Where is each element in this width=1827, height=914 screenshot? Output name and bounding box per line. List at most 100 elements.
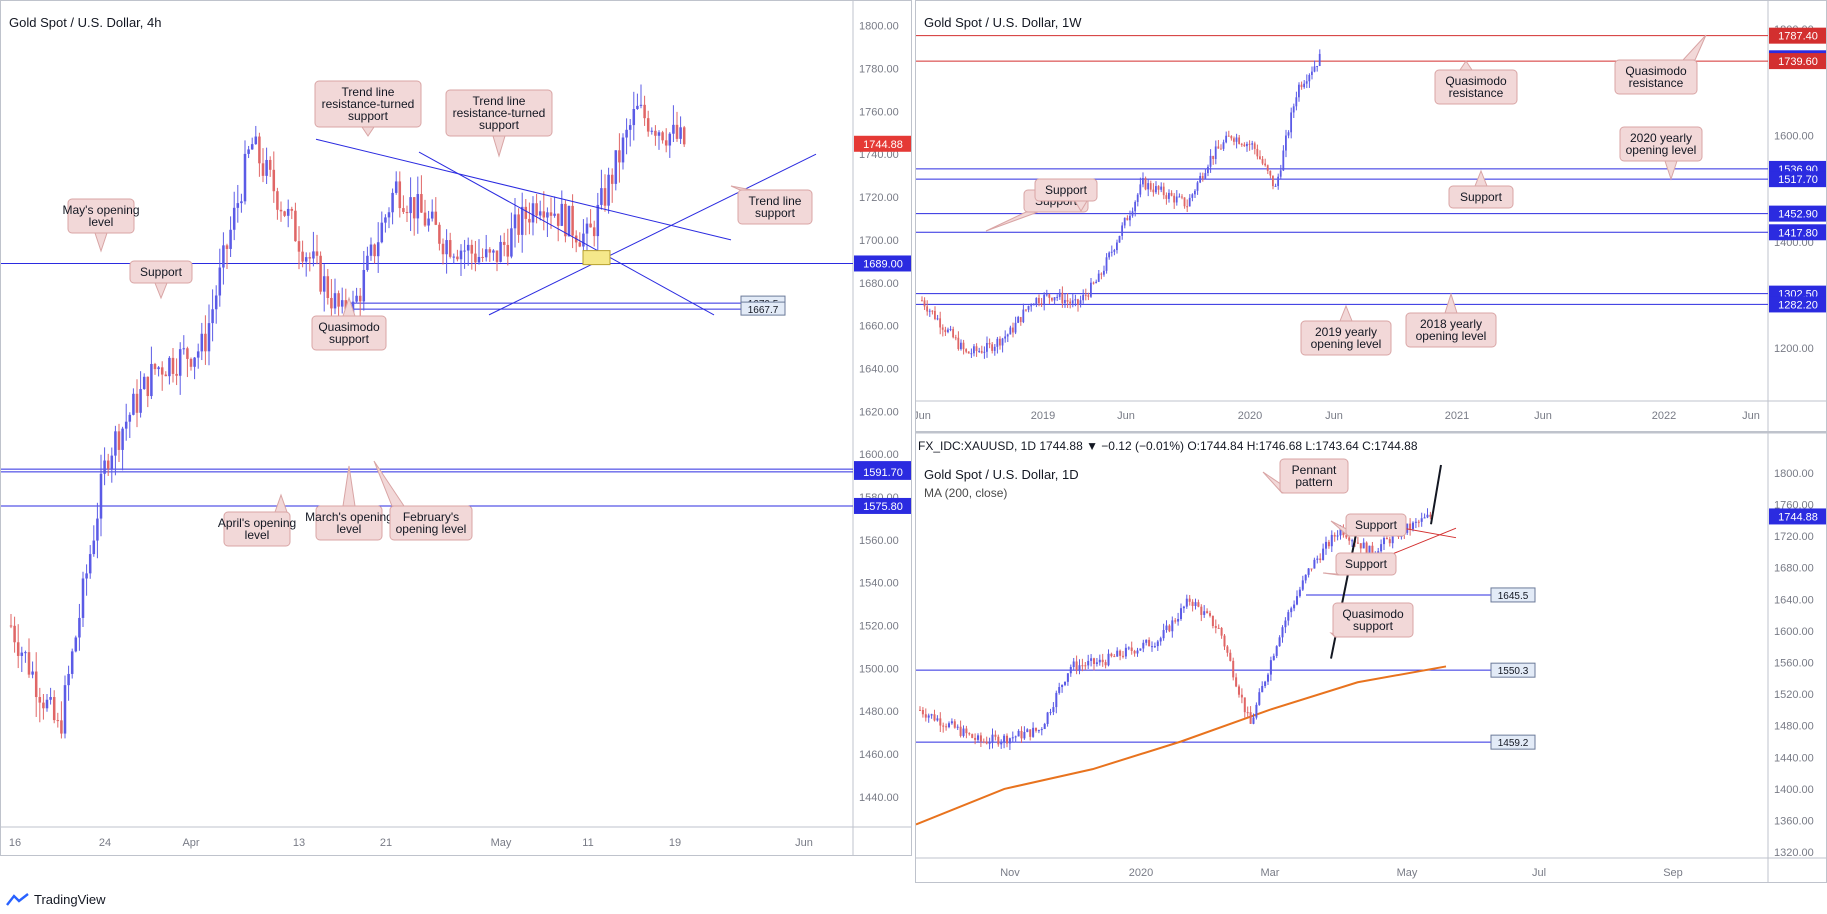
candle-body bbox=[1365, 542, 1368, 555]
candle-body bbox=[1095, 662, 1098, 664]
candle-body bbox=[402, 208, 405, 212]
level-price-tag bbox=[854, 255, 911, 272]
candle-body bbox=[214, 295, 218, 310]
candle-body bbox=[1214, 146, 1217, 159]
x-tick-label: Mar bbox=[1261, 867, 1280, 879]
candle-body bbox=[592, 227, 596, 237]
candle-body bbox=[1336, 535, 1339, 537]
chart-panel-1w[interactable]: 1800.001780.001600.001400.001200.00Jun20… bbox=[915, 0, 1827, 432]
candle-body bbox=[1259, 156, 1261, 159]
chart-panel-1d[interactable]: FX_IDC:XAUUSD, 1D 1744.88 ▼ −0.12 (−0.01… bbox=[915, 432, 1827, 883]
candle-body bbox=[1304, 574, 1307, 581]
chart-1w[interactable]: 1800.001780.001600.001400.001200.00Jun20… bbox=[916, 1, 1827, 432]
annotation-callout: Support bbox=[1330, 513, 1407, 537]
candle-body bbox=[128, 414, 132, 422]
candle-body bbox=[983, 351, 986, 353]
candle-body bbox=[1159, 638, 1162, 642]
candle-body bbox=[1238, 137, 1241, 144]
candle-body bbox=[1121, 225, 1124, 236]
candle-body bbox=[1351, 540, 1354, 542]
candle-body bbox=[528, 218, 531, 223]
candle-body bbox=[1121, 655, 1125, 657]
callout-text: Trend line support bbox=[749, 194, 802, 220]
candle-body bbox=[1240, 694, 1243, 698]
candle-body bbox=[1199, 176, 1202, 183]
candle-body bbox=[1290, 608, 1293, 613]
candle-body bbox=[261, 163, 265, 176]
candle-body bbox=[1035, 297, 1038, 305]
candle-body bbox=[168, 357, 171, 377]
annotation-callout: March's opening level bbox=[305, 465, 393, 541]
candle-body bbox=[448, 240, 452, 257]
y-tick-label: 1520.00 bbox=[1774, 689, 1814, 701]
candle-body bbox=[1075, 661, 1078, 670]
candle-body bbox=[63, 685, 67, 734]
candle-body bbox=[1023, 732, 1026, 739]
candle-body bbox=[1107, 653, 1110, 666]
candle-body bbox=[1293, 604, 1296, 609]
candle-body bbox=[939, 318, 942, 328]
level-label: 1550.3 bbox=[1498, 666, 1529, 677]
candle-body bbox=[178, 349, 182, 376]
candle-body bbox=[1027, 306, 1030, 310]
candle-body bbox=[549, 212, 553, 216]
callout-pointer bbox=[730, 185, 753, 191]
candle-body bbox=[1179, 608, 1183, 620]
tradingview-brand[interactable]: TradingView bbox=[6, 892, 106, 907]
chart-1d[interactable]: FX_IDC:XAUUSD, 1D 1744.88 ▼ −0.12 (−0.01… bbox=[916, 433, 1827, 883]
candle-body bbox=[1155, 186, 1157, 193]
candle-body bbox=[1066, 299, 1069, 302]
candle-body bbox=[441, 243, 445, 255]
candle-body bbox=[99, 473, 103, 519]
callout-line: support bbox=[1353, 619, 1394, 633]
candle-body bbox=[621, 137, 625, 163]
candle-body bbox=[193, 357, 196, 367]
candle-body bbox=[1194, 602, 1197, 606]
callout-box bbox=[1034, 178, 1098, 202]
callout-text: 2020 yearly opening level bbox=[1626, 131, 1697, 157]
y-tick-label: 1520.00 bbox=[859, 620, 899, 632]
flagpole-arrow bbox=[1330, 524, 1359, 659]
callout-line: resistance-turned bbox=[453, 106, 546, 120]
annotation-callout: 2019 yearly opening level bbox=[1300, 304, 1392, 356]
level-price-label: 1452.90 bbox=[1778, 209, 1818, 221]
candle-body bbox=[1126, 217, 1129, 221]
x-tick-label: 24 bbox=[99, 837, 111, 849]
x-tick-label: 2020 bbox=[1238, 410, 1262, 422]
candle-body bbox=[928, 310, 931, 312]
candle-body bbox=[1183, 197, 1186, 207]
chart-4h[interactable]: 1800.00 1780.00 1760.00 1740.00 1720.00 1700.… bbox=[1, 1, 912, 856]
candle-body bbox=[67, 673, 70, 686]
callout-line: April's opening bbox=[218, 516, 296, 530]
callout-text: May's opening level bbox=[62, 203, 139, 229]
candle-body bbox=[1301, 580, 1304, 590]
candle-body bbox=[1356, 542, 1359, 544]
candle-body bbox=[535, 203, 538, 216]
candle-body bbox=[150, 363, 153, 397]
x-tick-label: 21 bbox=[380, 837, 392, 849]
candle-body bbox=[973, 346, 975, 354]
candle-body bbox=[1255, 704, 1258, 718]
candle-body bbox=[1256, 148, 1259, 157]
breakout-arrow bbox=[1430, 464, 1442, 525]
candle-body bbox=[1136, 650, 1139, 654]
candle-body bbox=[944, 329, 947, 333]
callout-pointer bbox=[1474, 169, 1488, 187]
candle-body bbox=[1142, 642, 1145, 649]
trend-line bbox=[315, 138, 732, 241]
candle-body bbox=[538, 211, 542, 216]
candle-body bbox=[330, 297, 333, 309]
candle-body bbox=[1368, 545, 1371, 555]
candle-body bbox=[337, 293, 340, 307]
level-label: 1645.5 bbox=[1498, 591, 1529, 602]
candle-body bbox=[1017, 730, 1020, 737]
candle-body bbox=[962, 728, 965, 736]
candle-body bbox=[1385, 537, 1388, 540]
candle-body bbox=[1077, 299, 1079, 305]
callout-text: Support bbox=[1345, 557, 1388, 571]
candle-body bbox=[997, 736, 1000, 745]
candle-body bbox=[1380, 544, 1383, 552]
chart-panel-4h[interactable]: 1800.00 1780.00 1760.00 1740.00 1720.00 1700.… bbox=[0, 0, 912, 856]
candle-body bbox=[319, 255, 322, 292]
candle-body bbox=[941, 327, 944, 330]
